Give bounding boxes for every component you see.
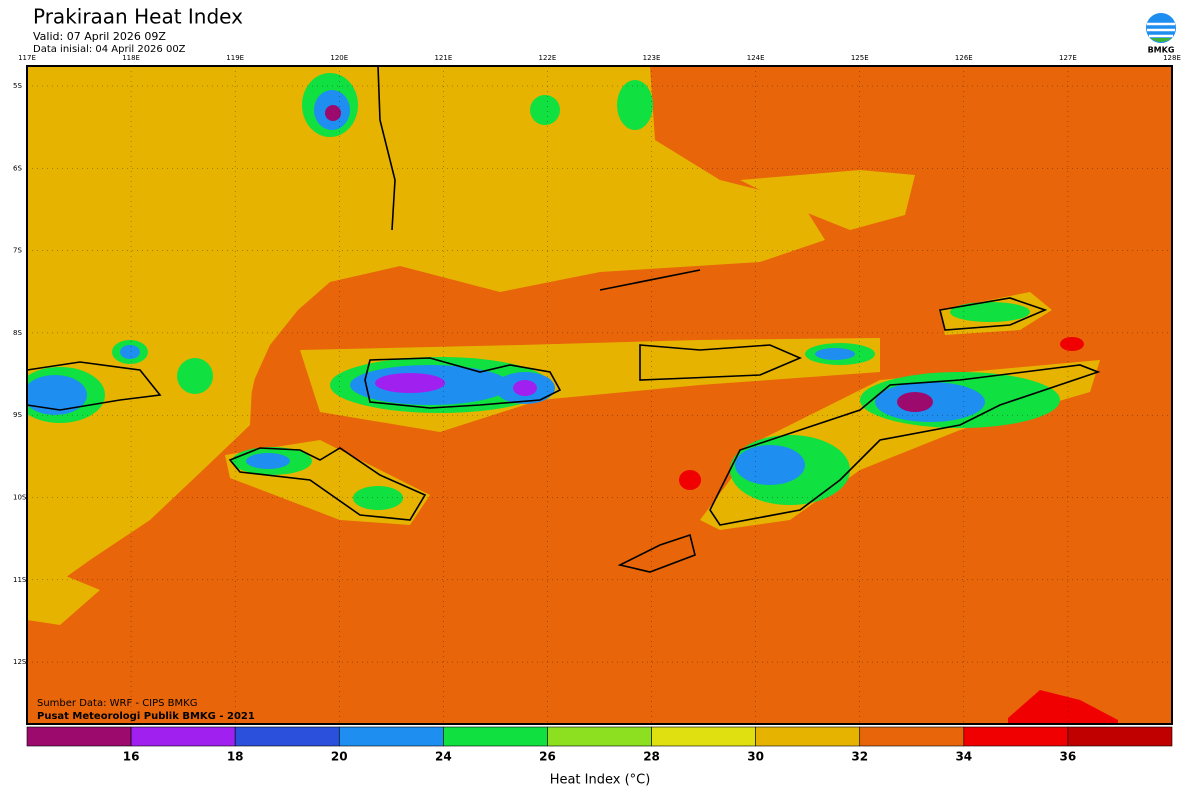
colorbar-swatch: [859, 726, 965, 747]
colorbar-label: 28: [643, 750, 660, 764]
lon-label: 120E: [330, 54, 348, 62]
colorbar-swatch: [547, 726, 652, 747]
colorbar-swatch: [338, 726, 444, 747]
lon-label: 125E: [851, 54, 869, 62]
heat-blobs: [27, 73, 1060, 510]
colorbar-swatch: [755, 726, 861, 747]
lon-label: 119E: [226, 54, 244, 62]
field-32: [27, 66, 825, 605]
lon-label: 127E: [1059, 54, 1077, 62]
lon-label: 118E: [122, 54, 140, 62]
init-time: Data inisial: 04 April 2026 00Z: [33, 44, 186, 55]
lon-label: 123E: [643, 54, 661, 62]
field-36: [1008, 690, 1118, 724]
lat-label: 11S: [13, 576, 27, 584]
valid-time: Valid: 07 April 2026 09Z: [33, 30, 166, 43]
lon-label: 117E: [18, 54, 36, 62]
colorbar-label: 34: [955, 750, 972, 764]
logo-base: [1150, 38, 1172, 42]
field-32: [27, 560, 100, 625]
colorbar-label: 36: [1060, 750, 1077, 764]
lat-label: 5S: [13, 82, 22, 90]
colorbar-swatch: [234, 726, 340, 747]
lon-label: 121E: [434, 54, 452, 62]
lat-label: 8S: [13, 329, 22, 337]
colorbar-swatch: [26, 726, 132, 747]
colorbar-label: 26: [539, 750, 556, 764]
coastlines: [27, 66, 1101, 573]
field-36: [1060, 337, 1084, 351]
logo-stripes: [1147, 22, 1175, 38]
colorbar-swatch: [651, 726, 756, 747]
lat-label: 10S: [13, 494, 27, 502]
lon-label: 126E: [955, 54, 973, 62]
colorbar-label: 18: [227, 750, 244, 764]
field-32: [740, 170, 915, 230]
field-36: [679, 470, 701, 490]
logo-text: BMKG: [1148, 46, 1175, 55]
title: Prakiraan Heat Index: [33, 5, 243, 29]
colorbar-swatch: [130, 726, 236, 747]
colorbar-swatch: [963, 726, 1069, 747]
lon-label: 128E: [1163, 54, 1181, 62]
colorbar-title: Heat Index (°C): [550, 773, 651, 788]
colorbar-label: 20: [331, 750, 348, 764]
source-text: Pusat Meteorologi Publik BMKG - 2021: [37, 711, 255, 722]
colorbar-label: 30: [747, 750, 764, 764]
lat-label: 6S: [13, 164, 22, 172]
lon-label: 124E: [747, 54, 765, 62]
colorbar-label: 16: [123, 750, 140, 764]
colorbar-swatch: [1067, 726, 1173, 747]
source-text: Sumber Data: WRF - CIPS BMKG: [37, 698, 197, 709]
logo: BMKG: [1146, 13, 1176, 55]
lat-label: 12S: [13, 658, 27, 666]
map-frame: [26, 65, 1173, 725]
lat-label: 7S: [13, 247, 22, 255]
map: [27, 66, 1172, 724]
lat-label: 9S: [13, 411, 22, 419]
colorbar-swatch: [443, 726, 548, 747]
colorbar-label: 32: [851, 750, 868, 764]
colorbar-label: 24: [435, 750, 452, 764]
lon-label: 122E: [539, 54, 557, 62]
